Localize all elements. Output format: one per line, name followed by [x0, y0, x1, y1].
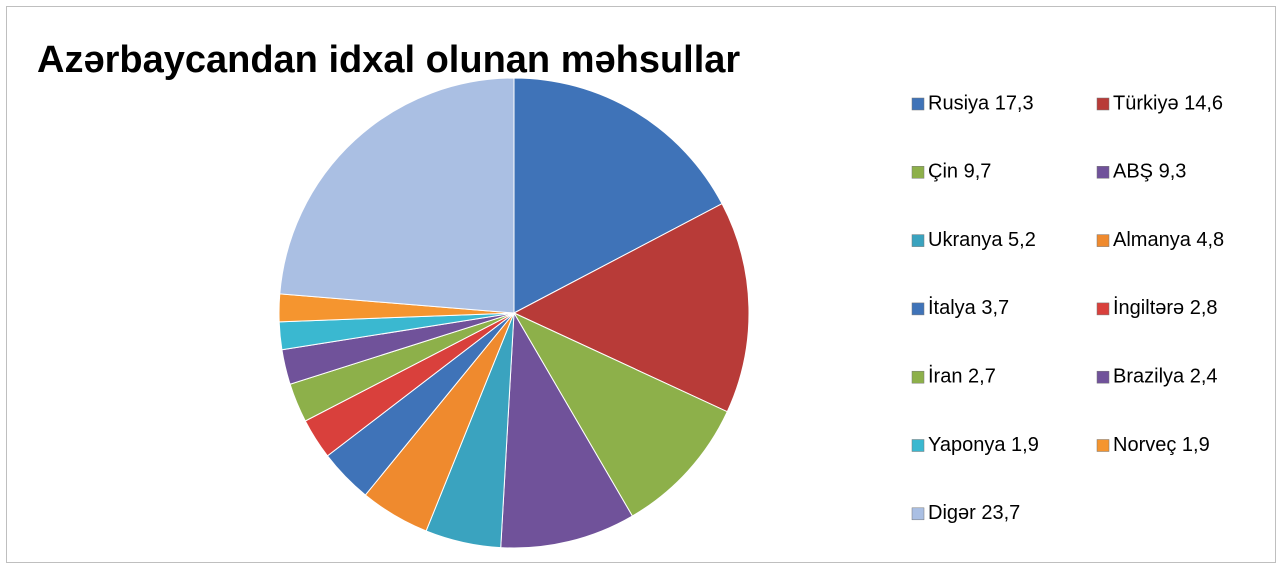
- legend-label: Türkiyə 14,6: [1113, 92, 1223, 114]
- legend-swatch: [911, 234, 925, 247]
- pie-slice: [512, 203, 750, 413]
- legend-label: İngiltərə 2,8: [1113, 296, 1218, 319]
- legend-swatch: [911, 302, 925, 316]
- pie-slice: [279, 77, 515, 314]
- legend-swatch: [1096, 97, 1110, 111]
- pie-slice: [500, 311, 634, 549]
- legend-label: Çin 9,7: [928, 161, 991, 183]
- legend-swatch: [911, 370, 925, 384]
- legend-label: Rusiya 17,3: [928, 92, 1034, 114]
- legend-swatch: [911, 439, 925, 452]
- legend-swatch: [911, 166, 925, 179]
- pie-slice: [512, 311, 728, 517]
- legend-label: İran 2,7: [928, 364, 996, 387]
- legend-label: Almanya 4,8: [1113, 229, 1224, 251]
- legend-label: Norveç 1,9: [1113, 434, 1210, 456]
- legend-swatch: [1096, 166, 1110, 179]
- legend-label: Brazilya 2,4: [1113, 365, 1218, 387]
- legend-swatch: [911, 507, 925, 521]
- legend-swatch: [1096, 370, 1110, 384]
- legend-label: ABŞ 9,3: [1113, 161, 1186, 183]
- legend-label: İtalya 3,7: [928, 296, 1009, 319]
- chart-title: Azərbaycandan idxal olunan məhsullar: [37, 39, 740, 81]
- legend-swatch: [911, 97, 925, 111]
- legend-label: Digər 23,7: [928, 502, 1020, 524]
- pie-slice: [513, 77, 723, 314]
- legend-swatch: [1096, 439, 1110, 452]
- legend-swatch: [1096, 302, 1110, 316]
- legend-label: Ukranya 5,2: [928, 229, 1036, 251]
- legend-label: Yaponya 1,9: [928, 434, 1039, 456]
- legend-swatch: [1096, 234, 1110, 247]
